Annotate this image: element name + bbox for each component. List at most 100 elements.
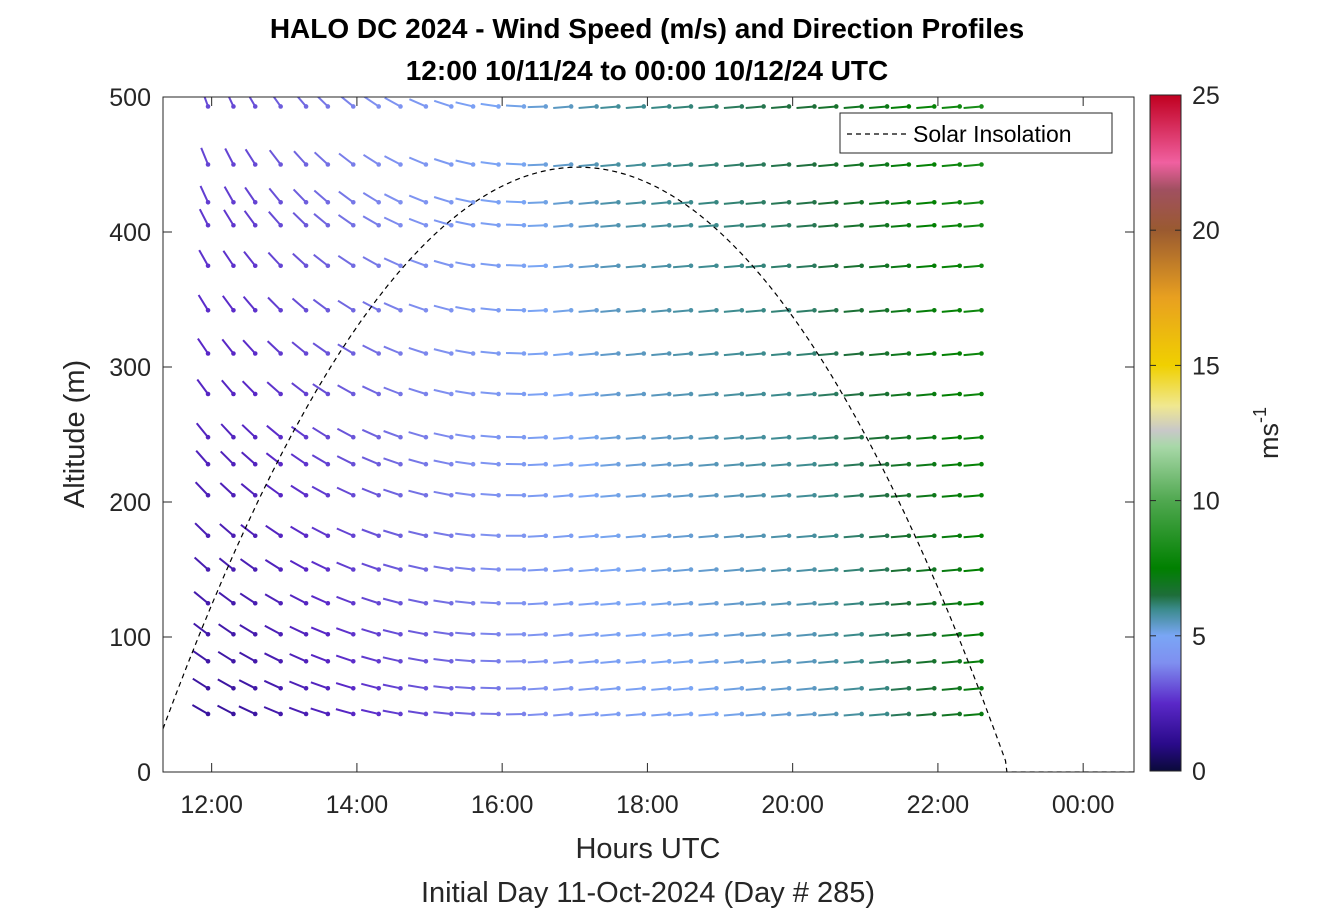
wind-barb-shaft <box>890 201 909 205</box>
wind-barb-shaft <box>745 568 764 573</box>
wind-barb <box>916 222 937 228</box>
wind-barb-shaft <box>771 660 790 664</box>
wind-barb-dot <box>931 391 937 397</box>
wind-barb-dot <box>594 434 599 440</box>
wind-barb-shaft <box>916 633 935 637</box>
wind-barb <box>553 533 574 539</box>
wind-barb-shaft <box>480 199 499 204</box>
wind-barb-dot <box>231 391 236 397</box>
wind-barb-shaft <box>433 304 452 312</box>
wind-barb <box>843 434 864 440</box>
wind-barb-dot <box>666 162 672 167</box>
wind-barb <box>505 308 527 313</box>
wind-barb-shaft <box>383 216 401 227</box>
wind-barb-shaft <box>698 463 717 467</box>
wind-barb-dot <box>325 632 331 637</box>
wind-barb <box>239 651 258 664</box>
wind-barb-shaft <box>843 309 862 313</box>
wind-barb <box>890 659 912 664</box>
wind-barb-dot <box>884 263 890 269</box>
wind-barb-dot <box>252 222 258 228</box>
wind-barb-dot <box>616 567 621 572</box>
wind-barb <box>360 708 381 717</box>
wind-barb-shaft <box>673 201 692 205</box>
wind-barb <box>578 162 599 168</box>
wind-barb <box>890 567 912 573</box>
wind-barb-shaft <box>195 450 209 465</box>
wind-barb-dot <box>278 351 283 356</box>
wind-barb-dot <box>470 162 476 167</box>
wind-barb-shaft <box>192 677 209 690</box>
wind-barb-shaft <box>480 632 499 636</box>
wind-barb-dot <box>666 600 672 606</box>
wind-barb-shaft <box>723 687 742 691</box>
wind-barb-dot <box>884 351 890 356</box>
wind-barb-dot <box>594 711 599 717</box>
wind-barb-shaft <box>890 534 909 539</box>
wind-barb-shaft <box>553 712 572 717</box>
wind-barb <box>796 461 817 467</box>
wind-barb-dot <box>470 533 476 539</box>
wind-barb-shaft <box>407 684 427 690</box>
wind-barb-dot <box>641 659 647 664</box>
colorbar-tick-label: 20 <box>1192 217 1220 245</box>
wind-barb-dot <box>957 434 962 440</box>
wind-barb-shaft <box>408 194 427 204</box>
wind-barb-shaft <box>224 148 235 165</box>
wind-barb-shaft <box>311 560 329 571</box>
wind-barb-dot <box>688 391 694 397</box>
wind-barb <box>818 600 839 606</box>
wind-barb <box>361 682 381 691</box>
wind-barb-shaft <box>745 201 764 205</box>
wind-barb-shaft <box>818 660 837 664</box>
wind-barb-shaft <box>382 656 401 663</box>
wind-barb <box>361 628 381 637</box>
wind-barb-dot <box>521 632 527 637</box>
wind-barb-dot <box>350 351 356 356</box>
wind-barb <box>382 563 403 572</box>
wind-barb <box>698 351 719 357</box>
wind-barb <box>239 592 258 606</box>
wind-barb-dot <box>423 533 429 539</box>
wind-barb-shaft <box>941 393 960 397</box>
wind-barb <box>289 625 309 637</box>
wind-barb-dot <box>979 104 984 109</box>
wind-barb-shaft <box>383 386 401 395</box>
wind-barb-shaft <box>916 105 935 109</box>
wind-barb-dot <box>761 632 766 637</box>
wind-barb-dot <box>423 461 429 467</box>
wind-barb-shaft <box>361 428 380 439</box>
wind-barb <box>272 97 283 109</box>
wind-barb-shaft <box>771 568 790 573</box>
wind-barb-dot <box>543 200 549 205</box>
wind-barb-shaft <box>745 352 764 357</box>
wind-barb-dot <box>906 222 912 228</box>
colorbar-tick-label: 5 <box>1192 623 1206 651</box>
wind-barb-shaft <box>698 687 717 691</box>
wind-barb <box>963 162 984 168</box>
wind-barb-shaft <box>527 712 546 717</box>
colorbar-tick-label: 10 <box>1192 488 1220 516</box>
colorbar-bar <box>1149 94 1182 772</box>
wind-barb-shaft <box>843 105 862 109</box>
wind-barb <box>600 391 621 397</box>
wind-barb <box>267 296 283 313</box>
wind-barb-shaft <box>698 602 717 606</box>
wind-barb-shaft <box>455 711 474 715</box>
wind-barb <box>843 391 864 397</box>
wind-barb-shaft <box>311 454 329 466</box>
wind-barb <box>796 391 817 397</box>
wind-barb <box>796 308 817 313</box>
wind-barb-dot <box>957 711 962 717</box>
wind-barb-dot <box>884 567 890 572</box>
wind-barb-shaft <box>651 224 670 228</box>
wind-barb-dot <box>543 600 549 606</box>
wind-barb-dot <box>833 711 839 717</box>
wind-barb-dot <box>449 222 454 228</box>
wind-barb-dot <box>231 200 236 205</box>
wind-barb-shaft <box>745 494 764 498</box>
wind-barb-shaft <box>433 219 452 227</box>
wind-barb-dot <box>376 659 381 664</box>
wind-barb <box>745 434 766 440</box>
wind-barb-shaft <box>578 602 597 606</box>
